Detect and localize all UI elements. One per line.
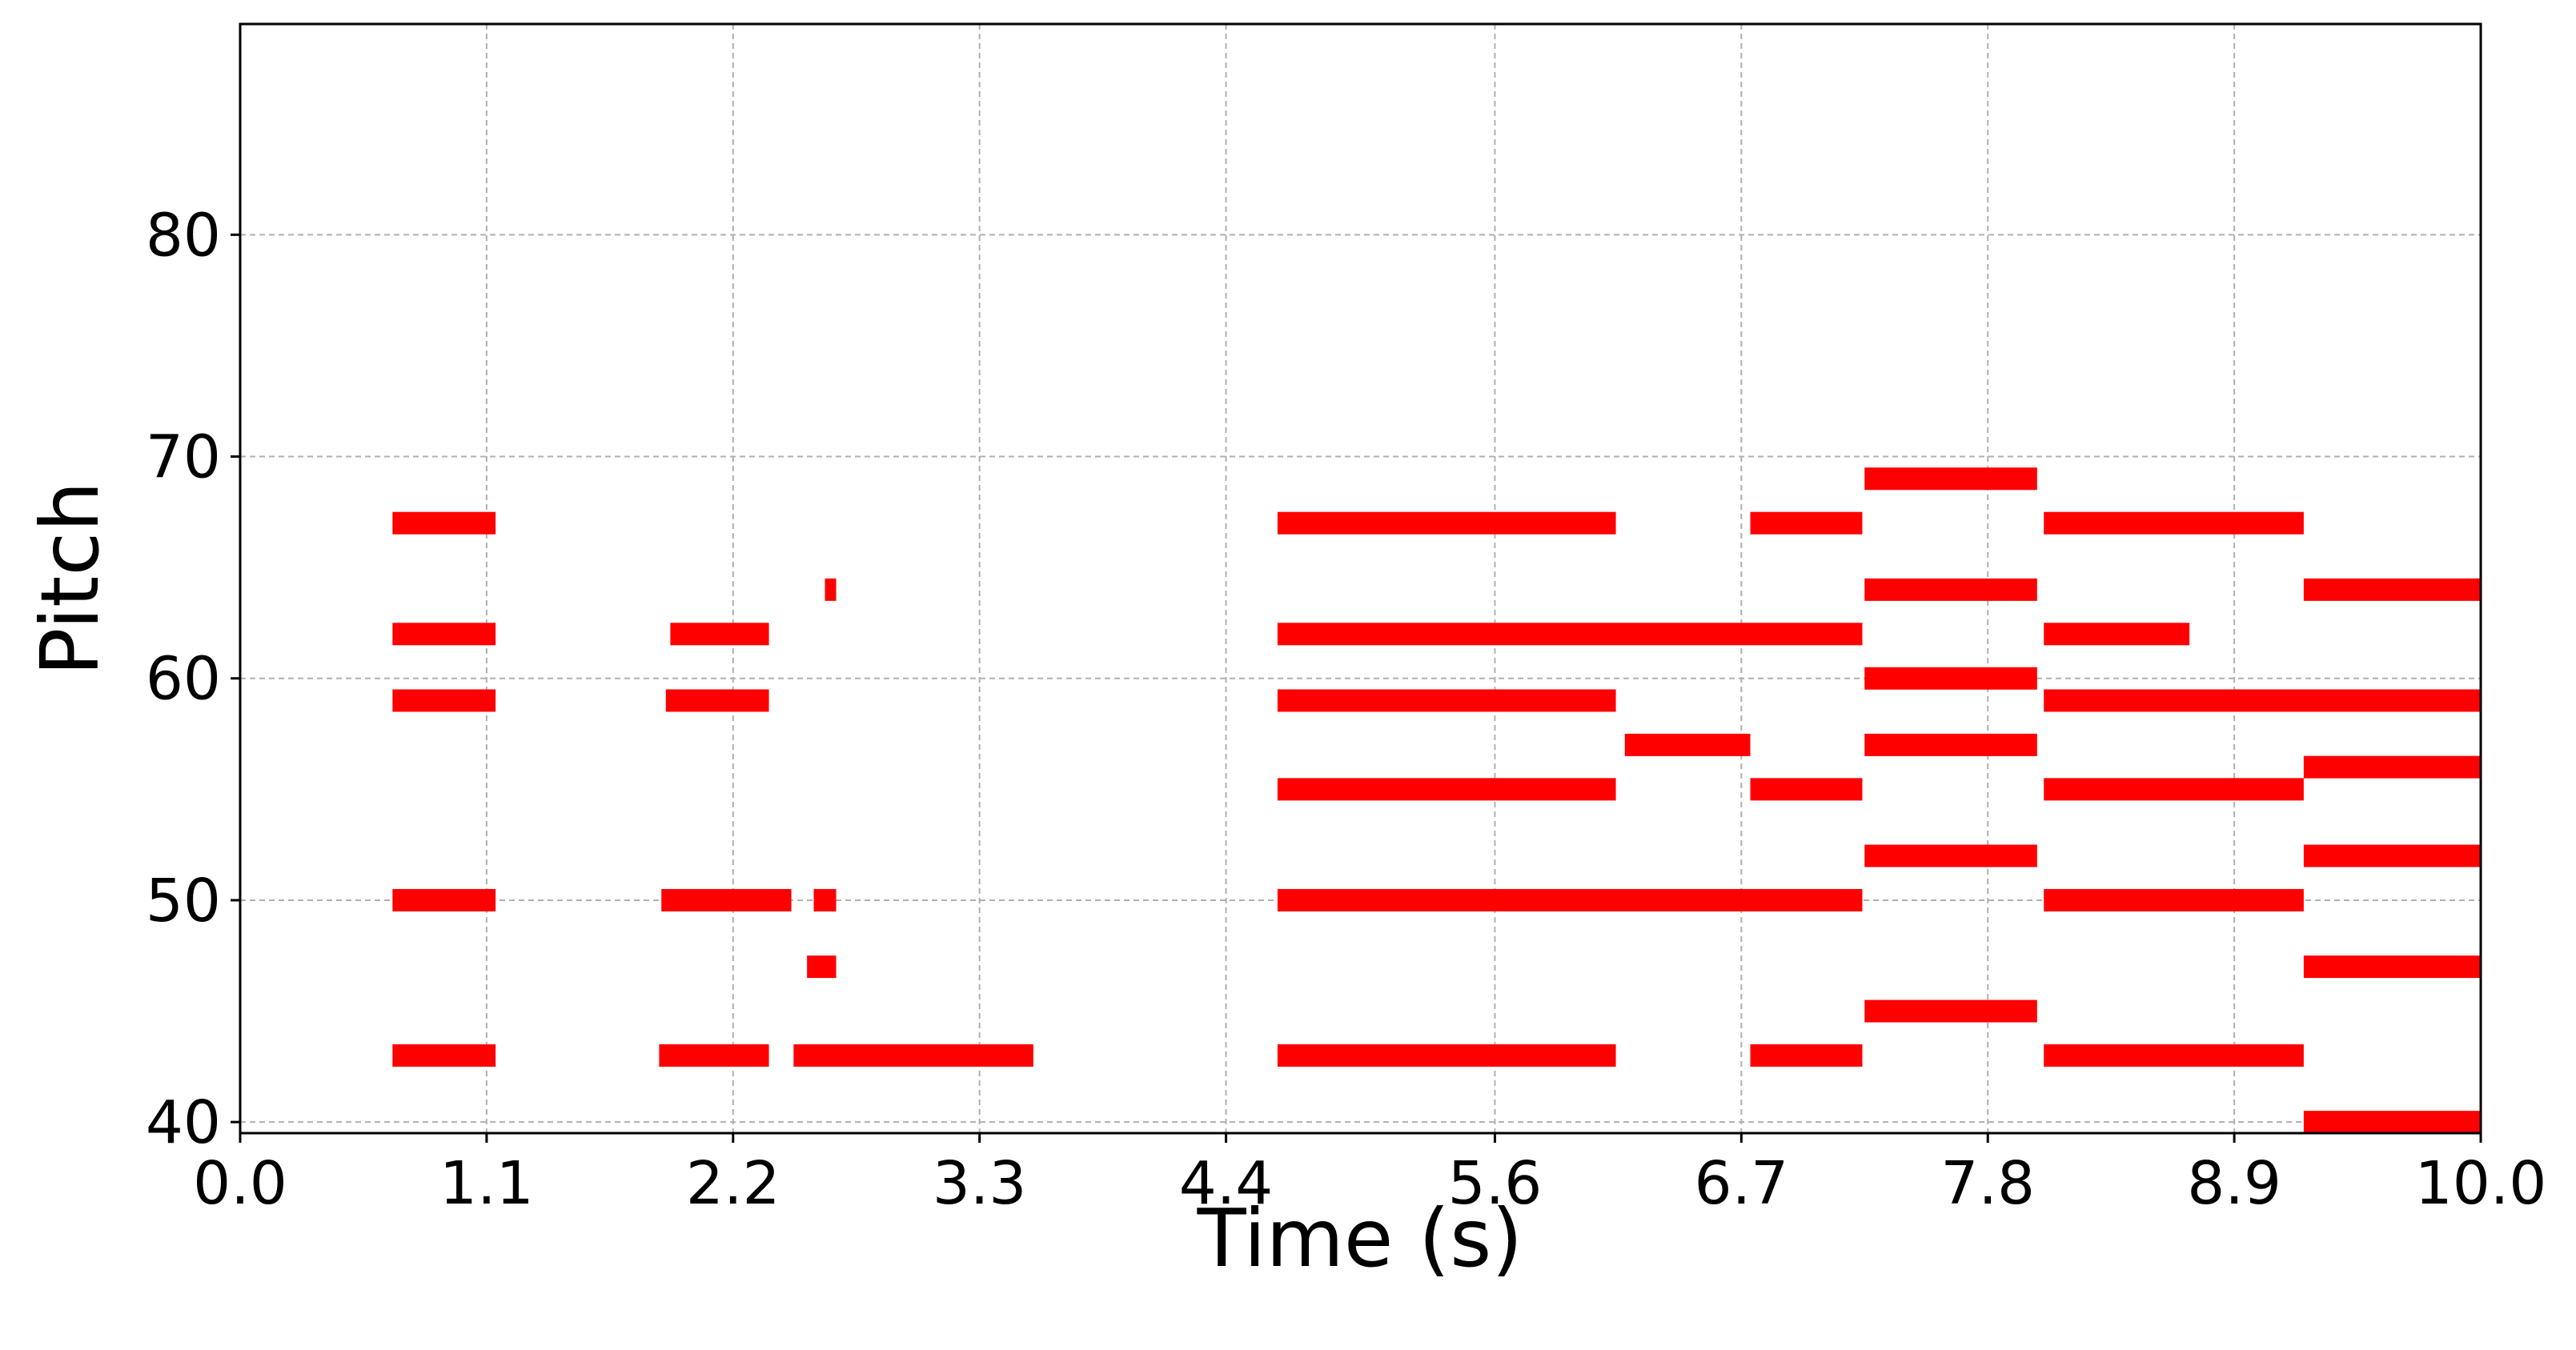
note-bar — [1750, 778, 1863, 801]
y-axis-ticks: 40 50 60 70 80 — [146, 201, 240, 1157]
note-bar — [1277, 623, 1863, 646]
note-bar — [2044, 511, 2304, 535]
x-tick-label: 1.1 — [439, 1149, 534, 1218]
note-bar — [661, 888, 792, 911]
note-bar — [1277, 888, 1863, 911]
note-bar — [2044, 1044, 2304, 1067]
y-tick-label: 40 — [146, 1088, 221, 1157]
y-tick-label: 60 — [146, 645, 221, 714]
note-bar — [1864, 467, 2037, 491]
note-bar — [392, 623, 496, 646]
note-bar — [1277, 689, 1616, 712]
note-bar — [2303, 844, 2481, 867]
note-bar — [659, 1044, 769, 1067]
note-bar — [825, 578, 837, 601]
x-axis-label: Time (s) — [1197, 1192, 1523, 1285]
note-bar — [2303, 1111, 2481, 1134]
x-axis-ticks: 0.0 1.1 2.2 3.3 4.4 5.6 6.7 7.8 8.9 10.0 — [193, 1133, 2546, 1218]
y-tick-label: 70 — [146, 423, 221, 492]
x-tick-label: 10.0 — [2415, 1149, 2547, 1218]
note-bar — [1864, 578, 2037, 601]
note-bars — [392, 467, 2481, 1134]
note-bar — [1750, 511, 1863, 535]
note-bar — [1864, 733, 2037, 756]
note-bar — [392, 1044, 496, 1067]
note-bar — [1750, 1044, 1863, 1067]
y-tick-label: 50 — [146, 867, 221, 935]
note-bar — [670, 623, 769, 646]
note-bar — [1277, 1044, 1616, 1067]
x-tick-label: 2.2 — [686, 1149, 780, 1218]
note-bar — [793, 1044, 1033, 1067]
note-bar — [1864, 999, 2037, 1023]
note-bar — [2044, 689, 2481, 712]
plot-frame — [239, 22, 2482, 1135]
x-tick-label: 5.6 — [1448, 1149, 1543, 1218]
x-tick-label: 4.4 — [1179, 1149, 1274, 1218]
note-bar — [807, 955, 837, 979]
note-bar — [1277, 511, 1616, 535]
x-tick-label: 7.8 — [1940, 1149, 2035, 1218]
note-bar — [2303, 755, 2481, 779]
x-tick-label: 8.9 — [2187, 1149, 2281, 1218]
y-tick-label: 80 — [146, 201, 221, 270]
note-bar — [2044, 623, 2190, 646]
x-tick-label: 6.7 — [1694, 1149, 1788, 1218]
x-tick-label: 0.0 — [193, 1149, 287, 1218]
note-bar — [1277, 778, 1616, 801]
note-bar — [2303, 955, 2481, 979]
note-bar — [1624, 733, 1751, 756]
note-bar — [392, 689, 496, 712]
note-bar — [392, 511, 496, 535]
note-bar — [2044, 888, 2304, 911]
note-bar — [813, 888, 837, 911]
note-bar — [665, 689, 769, 712]
note-bar — [392, 888, 496, 911]
note-bar — [2044, 778, 2304, 801]
x-tick-label: 3.3 — [933, 1149, 1027, 1218]
note-bar — [2303, 578, 2481, 601]
y-axis-label: Pitch — [23, 481, 117, 675]
note-bar — [1864, 844, 2037, 867]
note-bar — [1864, 667, 2037, 690]
